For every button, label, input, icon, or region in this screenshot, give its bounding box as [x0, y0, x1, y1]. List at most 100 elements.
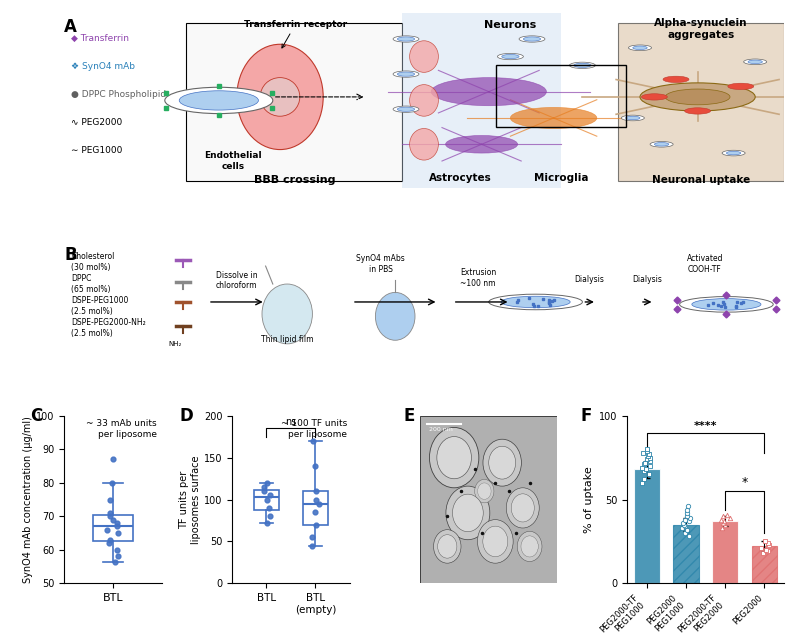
Point [641, 454, 654, 464]
Circle shape [663, 76, 689, 82]
Point [678, 528, 691, 538]
Point [309, 486, 322, 496]
Point [310, 495, 323, 505]
Circle shape [431, 77, 546, 106]
Point [754, 543, 767, 553]
Text: BBB crossing: BBB crossing [254, 174, 335, 184]
Circle shape [574, 63, 591, 67]
Point [643, 461, 656, 471]
Circle shape [640, 83, 755, 111]
Text: *: * [742, 477, 748, 489]
Ellipse shape [410, 41, 438, 72]
Circle shape [511, 494, 534, 522]
Point [637, 448, 650, 458]
Text: Dialysis: Dialysis [574, 275, 605, 284]
Point [111, 528, 124, 538]
Text: Activated
COOH-TF: Activated COOH-TF [686, 254, 723, 273]
Point [715, 523, 728, 533]
Text: ~ 33 mAb units
per liposome: ~ 33 mAb units per liposome [86, 419, 157, 439]
Ellipse shape [260, 77, 300, 116]
Point [104, 511, 117, 521]
Point [111, 521, 124, 531]
Point [762, 541, 774, 552]
Circle shape [570, 62, 595, 68]
Bar [674, 525, 698, 583]
Text: D: D [179, 408, 193, 425]
Point [644, 453, 657, 463]
Point [306, 532, 318, 542]
Point [306, 541, 318, 552]
Circle shape [622, 115, 644, 121]
Point [261, 518, 274, 528]
Circle shape [434, 529, 461, 563]
Point [718, 520, 731, 530]
Circle shape [519, 36, 545, 42]
Point [681, 505, 694, 515]
Text: Transferrin receptor: Transferrin receptor [244, 20, 347, 48]
Point [638, 458, 651, 468]
Circle shape [626, 116, 640, 120]
Point [716, 518, 729, 528]
Point [312, 498, 325, 508]
Text: ❖ SynO4 mAb: ❖ SynO4 mAb [71, 62, 135, 71]
Point [108, 557, 121, 567]
Circle shape [489, 446, 516, 479]
Ellipse shape [410, 84, 438, 116]
Point [675, 523, 688, 533]
FancyBboxPatch shape [402, 13, 561, 188]
Point [309, 520, 322, 530]
Circle shape [633, 46, 647, 49]
Circle shape [666, 89, 730, 105]
Ellipse shape [237, 44, 323, 150]
Point [638, 466, 650, 476]
Circle shape [523, 37, 541, 41]
Circle shape [679, 297, 773, 312]
Y-axis label: SynO4 mAb concentration (µg/ml): SynO4 mAb concentration (µg/ml) [23, 416, 33, 583]
Point [637, 459, 650, 469]
Point [636, 477, 649, 488]
Circle shape [501, 296, 570, 307]
Text: ◆ Transferrin: ◆ Transferrin [71, 34, 129, 42]
Point [756, 548, 769, 558]
Ellipse shape [262, 284, 312, 344]
Point [723, 513, 736, 523]
Point [681, 511, 694, 521]
Circle shape [398, 72, 414, 76]
PathPatch shape [93, 515, 134, 541]
Point [762, 547, 774, 557]
Text: Thin lipid film: Thin lipid film [261, 335, 314, 344]
Circle shape [165, 87, 273, 113]
Point [762, 538, 774, 548]
FancyBboxPatch shape [618, 23, 784, 181]
Circle shape [642, 94, 667, 100]
Text: C: C [30, 408, 42, 425]
Circle shape [650, 141, 673, 147]
Circle shape [489, 294, 582, 310]
Point [258, 482, 270, 492]
Circle shape [430, 427, 479, 488]
Text: Neuronal uptake: Neuronal uptake [652, 174, 750, 184]
Circle shape [521, 536, 538, 557]
Point [762, 540, 775, 550]
Point [638, 474, 650, 484]
Point [718, 516, 730, 526]
Y-axis label: TF units per
liposomes surface: TF units per liposomes surface [179, 455, 201, 544]
Ellipse shape [410, 129, 438, 160]
Text: Microglia: Microglia [534, 173, 588, 183]
Text: Dialysis: Dialysis [632, 275, 662, 284]
Circle shape [437, 437, 471, 479]
Point [684, 513, 697, 523]
Circle shape [398, 37, 414, 41]
Text: ● DPPC Phospholipid: ● DPPC Phospholipid [71, 90, 166, 99]
Circle shape [692, 299, 761, 310]
Point [642, 450, 655, 460]
Point [642, 469, 655, 479]
Point [106, 515, 119, 525]
Ellipse shape [375, 292, 415, 340]
Text: F: F [580, 408, 591, 425]
Point [104, 534, 117, 545]
Circle shape [629, 45, 651, 51]
Text: Neurons: Neurons [484, 20, 537, 30]
Point [264, 490, 277, 500]
Point [641, 444, 654, 455]
